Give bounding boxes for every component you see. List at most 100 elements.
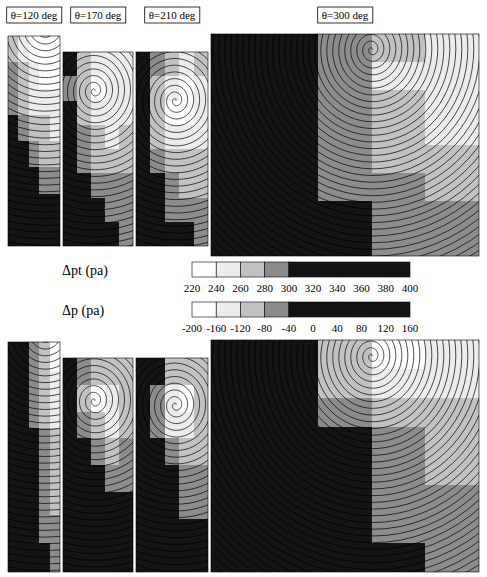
heat-cell bbox=[119, 125, 133, 150]
colorbar-tick-label: 300 bbox=[281, 282, 298, 294]
heat-cell bbox=[63, 438, 78, 465]
heat-cell bbox=[318, 398, 372, 428]
heat-cell bbox=[372, 485, 426, 515]
colorbar-tick-label: 320 bbox=[305, 282, 322, 294]
heat-cell bbox=[179, 545, 194, 572]
heat-cell bbox=[179, 149, 194, 174]
colorbar-label: Δp (pa) bbox=[62, 303, 104, 319]
colorbar-segment bbox=[289, 302, 410, 317]
colorbar-tick-label: 40 bbox=[332, 322, 344, 334]
heat-cell bbox=[318, 173, 372, 201]
heat-cell bbox=[29, 400, 40, 429]
heat-cell bbox=[50, 515, 60, 544]
colorbar-tick-label: -120 bbox=[230, 322, 251, 334]
figure: θ=120 degθ=170 degθ=210 degθ=300 degΔpt … bbox=[0, 0, 487, 577]
heat-cell bbox=[39, 220, 50, 246]
heat-cell bbox=[105, 149, 120, 174]
streamline bbox=[63, 358, 133, 572]
colorbar-tick-label: -80 bbox=[257, 322, 272, 334]
heat-cell bbox=[372, 145, 426, 173]
heat-cell bbox=[39, 400, 50, 429]
heat-cell bbox=[211, 117, 265, 145]
panel-plot bbox=[8, 342, 60, 572]
streamline bbox=[136, 358, 208, 572]
heat-cell bbox=[63, 519, 78, 546]
panel-frame bbox=[136, 52, 208, 246]
heat-cell bbox=[136, 465, 151, 492]
colorbar-tick-label: 340 bbox=[329, 282, 346, 294]
colorbar-tick-label: 360 bbox=[353, 282, 370, 294]
heat-cell bbox=[165, 76, 180, 101]
heat-cell bbox=[150, 438, 165, 465]
heat-cell bbox=[425, 34, 479, 62]
heat-cell bbox=[50, 457, 60, 486]
heat-cell bbox=[50, 220, 60, 246]
heat-cell bbox=[8, 89, 19, 116]
streamline bbox=[8, 36, 60, 246]
heat-cell bbox=[425, 145, 479, 173]
panel-frame bbox=[211, 340, 479, 572]
heat-cell bbox=[105, 52, 120, 77]
heat-cell bbox=[265, 228, 319, 256]
heat-cell bbox=[29, 62, 40, 89]
heat-cell bbox=[165, 198, 180, 223]
colorbar-segment bbox=[240, 302, 264, 317]
heat-cell bbox=[265, 117, 319, 145]
heat-cell bbox=[91, 545, 106, 572]
heat-cell bbox=[77, 492, 92, 519]
heat-cell bbox=[165, 492, 180, 519]
title-box bbox=[318, 7, 373, 23]
heat-cell bbox=[165, 222, 180, 246]
heat-cell bbox=[29, 220, 40, 246]
heat-cell bbox=[18, 486, 29, 515]
heat-cell bbox=[425, 340, 479, 370]
heat-cell bbox=[91, 173, 106, 198]
heat-cell bbox=[18, 543, 29, 572]
heat-cell bbox=[119, 149, 133, 174]
heat-cell bbox=[91, 412, 106, 439]
panel-plot bbox=[211, 340, 479, 572]
heat-cell bbox=[91, 519, 106, 546]
panel-plot bbox=[136, 358, 208, 572]
panel-frame bbox=[8, 342, 60, 572]
heat-cell bbox=[18, 371, 29, 400]
heat-cell bbox=[194, 222, 208, 246]
heat-cell bbox=[119, 358, 133, 385]
heat-cell bbox=[39, 342, 50, 371]
heat-cell bbox=[211, 514, 265, 544]
colorbar-tick-label: 240 bbox=[208, 282, 225, 294]
heat-cell bbox=[29, 89, 40, 116]
heat-cell bbox=[50, 36, 60, 63]
heat-cell bbox=[63, 52, 78, 77]
colorbar-segment bbox=[216, 262, 240, 277]
title-box bbox=[7, 7, 62, 23]
colorbar-segment bbox=[192, 262, 216, 277]
heat-cell bbox=[50, 194, 60, 221]
colorbar-tick-label: -160 bbox=[206, 322, 227, 334]
heat-cell bbox=[91, 385, 106, 412]
heat-cell bbox=[91, 465, 106, 492]
heat-cell bbox=[136, 438, 151, 465]
heat-cell bbox=[119, 545, 133, 572]
heat-cell bbox=[211, 543, 265, 572]
heat-cell bbox=[265, 145, 319, 173]
panel-plot bbox=[211, 34, 479, 256]
colorbar-tick-label: 280 bbox=[256, 282, 273, 294]
heat-cell bbox=[29, 457, 40, 486]
heat-cell bbox=[8, 515, 19, 544]
heat-cell bbox=[165, 519, 180, 546]
heat-cell bbox=[39, 515, 50, 544]
heat-cell bbox=[179, 358, 194, 385]
heat-cell bbox=[425, 369, 479, 399]
heat-cell bbox=[136, 492, 151, 519]
colorbar-segment bbox=[240, 262, 264, 277]
heat-cell bbox=[211, 427, 265, 457]
heat-cell bbox=[318, 543, 372, 572]
heat-cell bbox=[63, 125, 78, 150]
heat-cell bbox=[50, 400, 60, 429]
panel-title: θ=210 deg bbox=[149, 9, 196, 21]
heat-cell bbox=[150, 385, 165, 412]
streamline bbox=[211, 34, 479, 256]
streamline bbox=[136, 52, 208, 246]
panel-title: θ=170 deg bbox=[75, 9, 122, 21]
